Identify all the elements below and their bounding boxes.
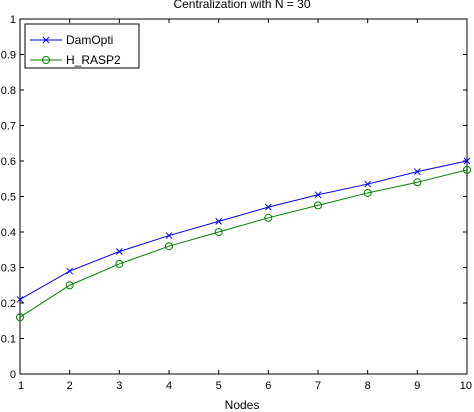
y-tick-label: 0.9	[1, 50, 16, 62]
y-tick-label: 0.1	[1, 334, 16, 346]
y-tick-label: 0.2	[1, 298, 16, 310]
plot-frame	[19, 18, 468, 375]
x-marker-stroke	[463, 157, 471, 165]
x-tick-label: 1	[18, 380, 24, 392]
data-point	[215, 217, 223, 225]
data-point	[16, 296, 24, 303]
x-marker-stroke	[314, 191, 322, 199]
y-tick-label: 0.8	[1, 85, 16, 97]
data-point	[264, 213, 273, 222]
y-tick-label: 0.6	[1, 156, 16, 168]
x-tick-label: 8	[365, 380, 371, 392]
x-axis: 1 2 3 4 5 6 7 8 9 10	[18, 19, 472, 392]
y-tick-label: 0	[10, 369, 16, 381]
x-tick-label: 10	[460, 380, 472, 392]
x-tick-label: 5	[216, 380, 222, 392]
x-tick-label: 2	[67, 380, 73, 392]
series-1	[16, 157, 471, 303]
x-marker-stroke	[264, 203, 272, 211]
x-axis-title: Nodes	[225, 398, 260, 412]
data-point	[314, 201, 322, 210]
data-point	[413, 178, 422, 187]
legend-marker	[42, 56, 50, 64]
x-tick-label: 3	[116, 380, 122, 392]
x-tick-label: 7	[315, 380, 321, 392]
x-tick-label: 4	[166, 380, 172, 392]
data-point	[115, 259, 124, 268]
y-tick-label: 0.7	[1, 121, 16, 133]
data-point	[463, 165, 471, 174]
data-point	[264, 203, 272, 211]
y-tick-label: 0.4	[1, 227, 16, 239]
legend-label: H_RASP2	[66, 53, 121, 67]
data-point	[364, 180, 372, 188]
x-marker-stroke	[66, 267, 74, 275]
x-marker-stroke	[364, 180, 372, 188]
data-point	[65, 281, 74, 290]
data-point	[413, 168, 421, 176]
x-marker-stroke	[115, 248, 123, 255]
legend-marker	[42, 36, 50, 44]
data-point	[363, 188, 372, 197]
series-2	[16, 165, 471, 322]
plot-area	[19, 18, 468, 375]
data-point	[214, 228, 223, 236]
data-point	[165, 242, 173, 251]
data-point	[463, 157, 471, 165]
data-point	[115, 248, 123, 255]
y-tick-label: 0.5	[1, 192, 16, 204]
series-line	[19, 169, 468, 318]
data-point	[16, 313, 24, 322]
x-tick-label: 6	[265, 380, 271, 392]
x-marker-stroke	[215, 217, 223, 225]
x-tick-label: 9	[414, 380, 420, 392]
x-marker-stroke	[165, 232, 173, 239]
x-marker-stroke	[42, 36, 50, 44]
data-point	[165, 232, 173, 239]
x-marker-stroke	[413, 168, 421, 176]
legend-label: DamOpti	[66, 33, 113, 47]
series-line	[19, 160, 468, 300]
data-point	[314, 191, 322, 199]
chart-title: Centralization with N = 30	[173, 0, 310, 11]
x-marker-stroke	[16, 296, 24, 303]
series-layer	[16, 157, 471, 322]
y-tick-label: 1	[10, 14, 16, 26]
legend: DamOpti H_RASP2	[24, 23, 140, 69]
data-point	[66, 267, 74, 275]
y-axis: 0 0.1 0.2 0.3 0.4 0.5 0.6 0.7 0.8 0.9 1	[1, 14, 467, 381]
y-tick-label: 0.3	[1, 263, 16, 275]
legend-box	[24, 23, 140, 69]
